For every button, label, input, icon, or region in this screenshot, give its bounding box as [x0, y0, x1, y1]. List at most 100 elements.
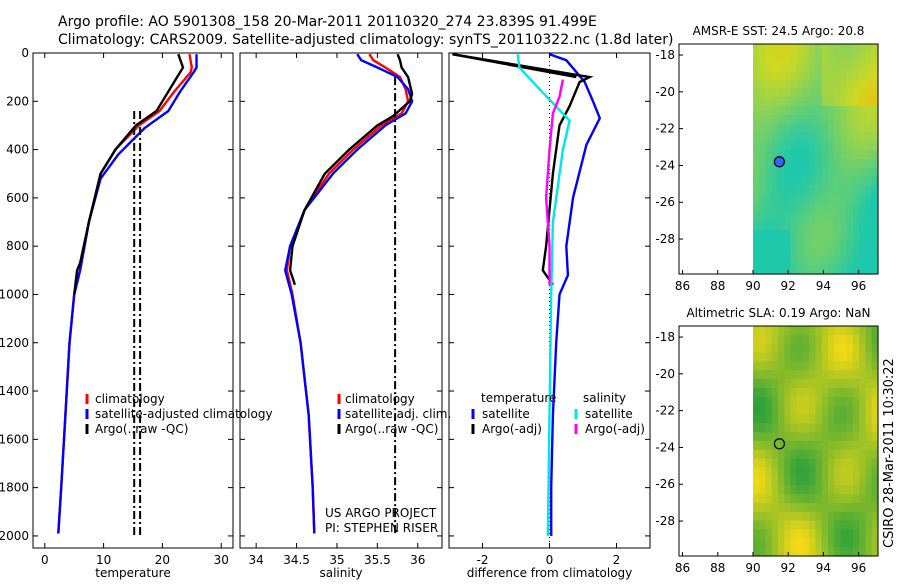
map-cell: [828, 176, 835, 187]
map-cell: [759, 203, 767, 213]
map-cell: [828, 432, 835, 442]
map-cell: [853, 105, 860, 116]
map-cell: [865, 441, 873, 451]
map-cell: [859, 220, 867, 231]
x-tick-label: 0: [546, 553, 554, 567]
map-cell: [778, 176, 785, 187]
map-cell: [759, 176, 767, 187]
map-cell: [759, 61, 767, 72]
map-cell: [840, 467, 848, 477]
map-cell: [759, 423, 767, 433]
map-cell: [796, 520, 804, 530]
map-cell: [828, 132, 835, 142]
map-cell: [784, 352, 792, 362]
map-cell: [784, 203, 792, 213]
map-cell: [865, 326, 873, 336]
map-x-tick-label: 86: [675, 279, 690, 293]
map-cell: [871, 141, 879, 151]
map-cell: [759, 141, 767, 151]
map-cell: [871, 370, 879, 380]
map-cell: [803, 265, 810, 275]
map-cell: [865, 361, 873, 371]
map-cell: [809, 61, 817, 72]
map-cell: [846, 361, 854, 371]
map-cell: [796, 343, 804, 354]
map-cell: [859, 203, 867, 213]
map-field: [753, 326, 879, 557]
map-cell: [846, 114, 854, 125]
map-cell: [759, 114, 767, 125]
map-cell: [771, 212, 779, 222]
map-cell: [840, 502, 848, 513]
map-cell: [771, 458, 779, 469]
map-cell: [834, 485, 842, 495]
map-cell: [803, 502, 810, 513]
map-cell: [871, 387, 879, 398]
map-cell: [853, 265, 860, 275]
map-cell: [853, 379, 860, 389]
map-cell: [821, 238, 829, 248]
map-cell: [809, 467, 817, 477]
map-cell: [759, 432, 767, 442]
map-cell: [778, 88, 785, 98]
map-cell: [834, 79, 842, 89]
map-cell: [784, 343, 792, 354]
map-cell: [790, 405, 798, 415]
map-cell: [753, 229, 760, 240]
map-cell: [865, 203, 873, 213]
map-cell: [765, 212, 773, 222]
map-cell: [771, 256, 779, 266]
map-cell: [821, 141, 829, 151]
map-cell: [865, 547, 873, 557]
map-cell: [753, 485, 760, 495]
map-cell: [834, 185, 842, 195]
map-cell: [784, 256, 792, 266]
map-cell: [840, 185, 848, 195]
map-cell: [759, 132, 767, 142]
map-cell: [821, 449, 829, 460]
map-cell: [821, 229, 829, 240]
map-cell: [778, 494, 785, 504]
map-cell: [765, 194, 773, 204]
map-cell: [796, 150, 804, 160]
map-cell: [796, 387, 804, 398]
map-cell: [840, 194, 848, 204]
map-cell: [840, 44, 848, 54]
map-cell: [815, 229, 823, 240]
map-cell: [859, 247, 867, 257]
map-cell: [765, 352, 773, 362]
map-cell: [771, 185, 779, 195]
map-cell: [765, 159, 773, 169]
map-cell: [790, 79, 798, 89]
map-cell: [828, 123, 835, 133]
map-cell: [771, 423, 779, 433]
map-cell: [778, 141, 785, 151]
map-cell: [859, 352, 867, 362]
map-cell: [865, 176, 873, 187]
map-cell: [840, 159, 848, 169]
map-cell: [790, 159, 798, 169]
map-cell: [765, 97, 773, 107]
map-cell: [759, 485, 767, 495]
map-cell: [840, 547, 848, 557]
map-y-tick-label: -22: [655, 404, 675, 418]
map-cell: [765, 114, 773, 125]
map-cell: [790, 467, 798, 477]
map-cell: [828, 476, 835, 486]
map-cell: [765, 247, 773, 257]
map-cell: [753, 238, 760, 248]
map-cell: [790, 185, 798, 195]
map-cell: [778, 265, 785, 275]
map-cell: [821, 502, 829, 513]
map-cell: [815, 396, 823, 407]
map-cell: [821, 441, 829, 451]
map-cell: [803, 123, 810, 133]
map-cell: [821, 247, 829, 257]
map-cell: [778, 511, 785, 522]
map-cell: [784, 449, 792, 460]
map-cell: [846, 238, 854, 248]
map-cell: [790, 343, 798, 354]
map-cell: [865, 159, 873, 169]
map-cell: [815, 238, 823, 248]
map-cell: [828, 387, 835, 398]
